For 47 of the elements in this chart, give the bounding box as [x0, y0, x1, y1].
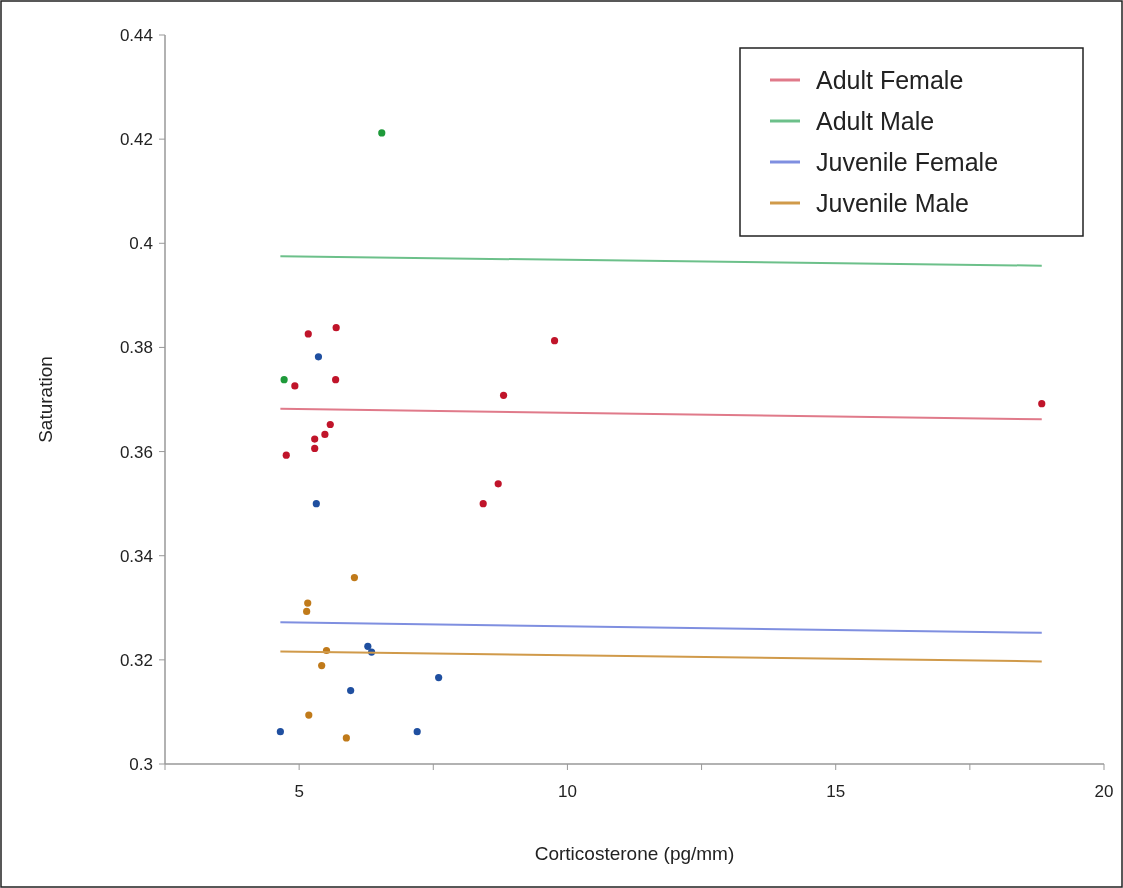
- x-tick-label: 20: [1094, 782, 1114, 801]
- legend-label: Adult Female: [816, 65, 964, 94]
- point: [314, 353, 323, 361]
- x-tick-label: 5: [294, 782, 304, 801]
- point: [378, 129, 386, 137]
- y-tick-label: 0.36: [119, 442, 153, 462]
- point: [282, 451, 290, 459]
- legend-label: Juvenile Female: [816, 147, 999, 176]
- x-axis-title: Corticosterone (pg/mm): [534, 843, 735, 864]
- point: [304, 599, 312, 607]
- point: [332, 324, 340, 332]
- point: [494, 480, 502, 488]
- y-tick-label: 0.32: [119, 650, 153, 670]
- y-tick-label: 0.44: [119, 25, 153, 45]
- point: [332, 376, 340, 384]
- y-tick-label: 0.42: [119, 130, 153, 150]
- point: [350, 573, 359, 582]
- point: [318, 661, 326, 670]
- y-tick-label: 0.4: [129, 234, 153, 254]
- legend-label: Juvenile Male: [816, 188, 969, 217]
- point: [321, 430, 329, 438]
- x-tick-label: 10: [557, 782, 577, 801]
- point: [347, 686, 355, 695]
- point: [276, 728, 284, 736]
- point: [479, 500, 487, 508]
- point: [280, 376, 288, 384]
- point: [1038, 400, 1046, 408]
- point: [305, 711, 313, 719]
- point: [291, 382, 299, 390]
- y-tick-label: 0.3: [129, 754, 153, 774]
- point: [413, 728, 421, 736]
- point: [435, 673, 443, 682]
- y-axis-title: Saturation: [35, 356, 56, 443]
- point: [311, 444, 319, 453]
- y-tick-label: 0.38: [119, 338, 153, 358]
- x-tick-label: 15: [826, 782, 846, 801]
- point: [499, 391, 508, 399]
- legend-label: Adult Male: [816, 106, 935, 135]
- point: [303, 607, 311, 616]
- point: [364, 642, 372, 650]
- point: [304, 330, 312, 338]
- point: [312, 500, 320, 508]
- point: [342, 734, 350, 742]
- y-tick-label: 0.34: [119, 546, 153, 566]
- point: [326, 420, 334, 429]
- point: [311, 435, 319, 443]
- point: [550, 337, 559, 345]
